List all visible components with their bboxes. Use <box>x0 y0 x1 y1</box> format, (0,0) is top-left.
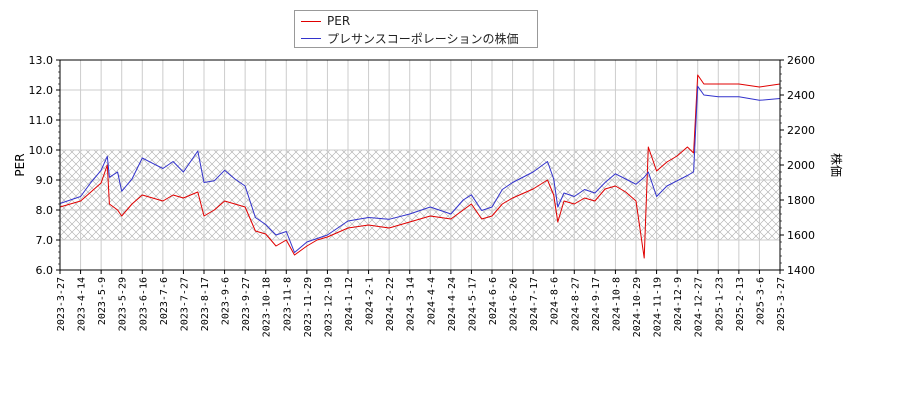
plot-area: 6.0 7.0 8.0 9.0 10.0 11.0 12.0 13.0 1400 1600 1800… <box>13 54 844 337</box>
x-tick-label: 2023-9-6 <box>221 277 232 325</box>
per-line <box>59 74 781 259</box>
y-left-tick-label: 6.0 <box>36 264 54 277</box>
y-left-tick-label: 9.0 <box>36 174 54 187</box>
x-tick-label: 2024-4-24 <box>447 277 458 331</box>
legend-swatch-per <box>301 20 321 22</box>
x-tick-label: 2024-10-8 <box>611 277 622 331</box>
y-right-tick-label: 2000 <box>787 159 815 172</box>
x-tick-label: 2024-10-29 <box>632 277 643 337</box>
x-tick-label: 2024-12-27 <box>694 277 705 337</box>
x-tick-label: 2024-11-19 <box>653 277 664 337</box>
y-left-axis-label: PER <box>13 153 27 176</box>
y-right-tick-label: 1600 <box>787 229 815 242</box>
y-left-tick-label: 12.0 <box>29 84 54 97</box>
y-left-tick-label: 10.0 <box>29 144 54 157</box>
x-tick-label: 2025-3-27 <box>776 277 787 331</box>
legend-label-price: プレサンスコーポレーションの株価 <box>327 31 519 46</box>
x-tick-label: 2024-8-6 <box>550 277 561 325</box>
x-tick-label: 2023-9-27 <box>241 277 252 331</box>
x-tick-label: 2024-4-4 <box>426 277 437 325</box>
stock-price-line <box>59 85 781 253</box>
y-left-tick-label: 7.0 <box>36 234 54 247</box>
x-tick-label: 2024-1-12 <box>344 277 355 331</box>
x-tick-label: 2024-6-6 <box>488 277 499 325</box>
x-tick-label: 2023-7-6 <box>159 277 170 325</box>
x-tick-label: 2024-2-1 <box>365 277 376 325</box>
x-tick-label: 2025-3-6 <box>755 277 766 325</box>
x-tick-label: 2023-7-27 <box>179 277 190 331</box>
y-right-axis-label: 株価 <box>829 153 844 177</box>
x-tick-label: 2024-7-17 <box>529 277 540 331</box>
y-right-tick-label: 2600 <box>787 54 815 67</box>
legend-swatch-price <box>301 37 321 39</box>
y-right-tick-label: 1400 <box>787 264 815 277</box>
x-tick-label: 2024-12-9 <box>673 277 684 331</box>
x-tick-label: 2025-1-23 <box>714 277 725 331</box>
legend-item-price: プレサンスコーポレーションの株価 <box>301 30 519 46</box>
x-tick-label: 2024-8-27 <box>570 277 581 331</box>
x-tick-label: 2023-5-29 <box>118 277 129 331</box>
legend-label-per: PER <box>327 14 351 28</box>
x-tick-label: 2024-6-26 <box>509 277 520 331</box>
x-tick-label: 2024-5-17 <box>467 277 478 331</box>
y-left-tick-label: 11.0 <box>29 114 54 127</box>
x-tick-label: 2024-9-17 <box>591 277 602 331</box>
x-tick-label: 2023-4-14 <box>77 277 88 331</box>
y-right-tick-label: 2400 <box>787 89 815 102</box>
y-right-tick-label: 2200 <box>787 124 815 137</box>
x-tick-label: 2025-2-13 <box>735 277 746 331</box>
x-tick-label: 2023-6-16 <box>138 277 149 331</box>
x-tick-label: 2023-8-17 <box>200 277 211 331</box>
x-tick-label: 2023-10-18 <box>262 277 273 337</box>
x-tick-label: 2024-2-22 <box>385 277 396 331</box>
x-tick-label: 2024-3-14 <box>406 277 417 331</box>
x-tick-label: 2023-11-8 <box>282 277 293 331</box>
shaded-band <box>60 150 780 240</box>
y-left-tick-label: 8.0 <box>36 204 54 217</box>
x-tick-label: 2023-11-29 <box>303 277 314 337</box>
x-tick-label: 2023-12-19 <box>323 277 334 337</box>
plot-frame <box>59 59 781 271</box>
y-left-tick-label: 13.0 <box>29 54 54 67</box>
x-tick-label: 2023-5-9 <box>97 277 108 325</box>
y-right-tick-label: 1800 <box>787 194 815 207</box>
legend-item-per: PER <box>301 13 350 29</box>
legend: PER プレサンスコーポレーションの株価 <box>294 10 538 48</box>
x-tick-label: 2023-3-27 <box>56 277 67 331</box>
